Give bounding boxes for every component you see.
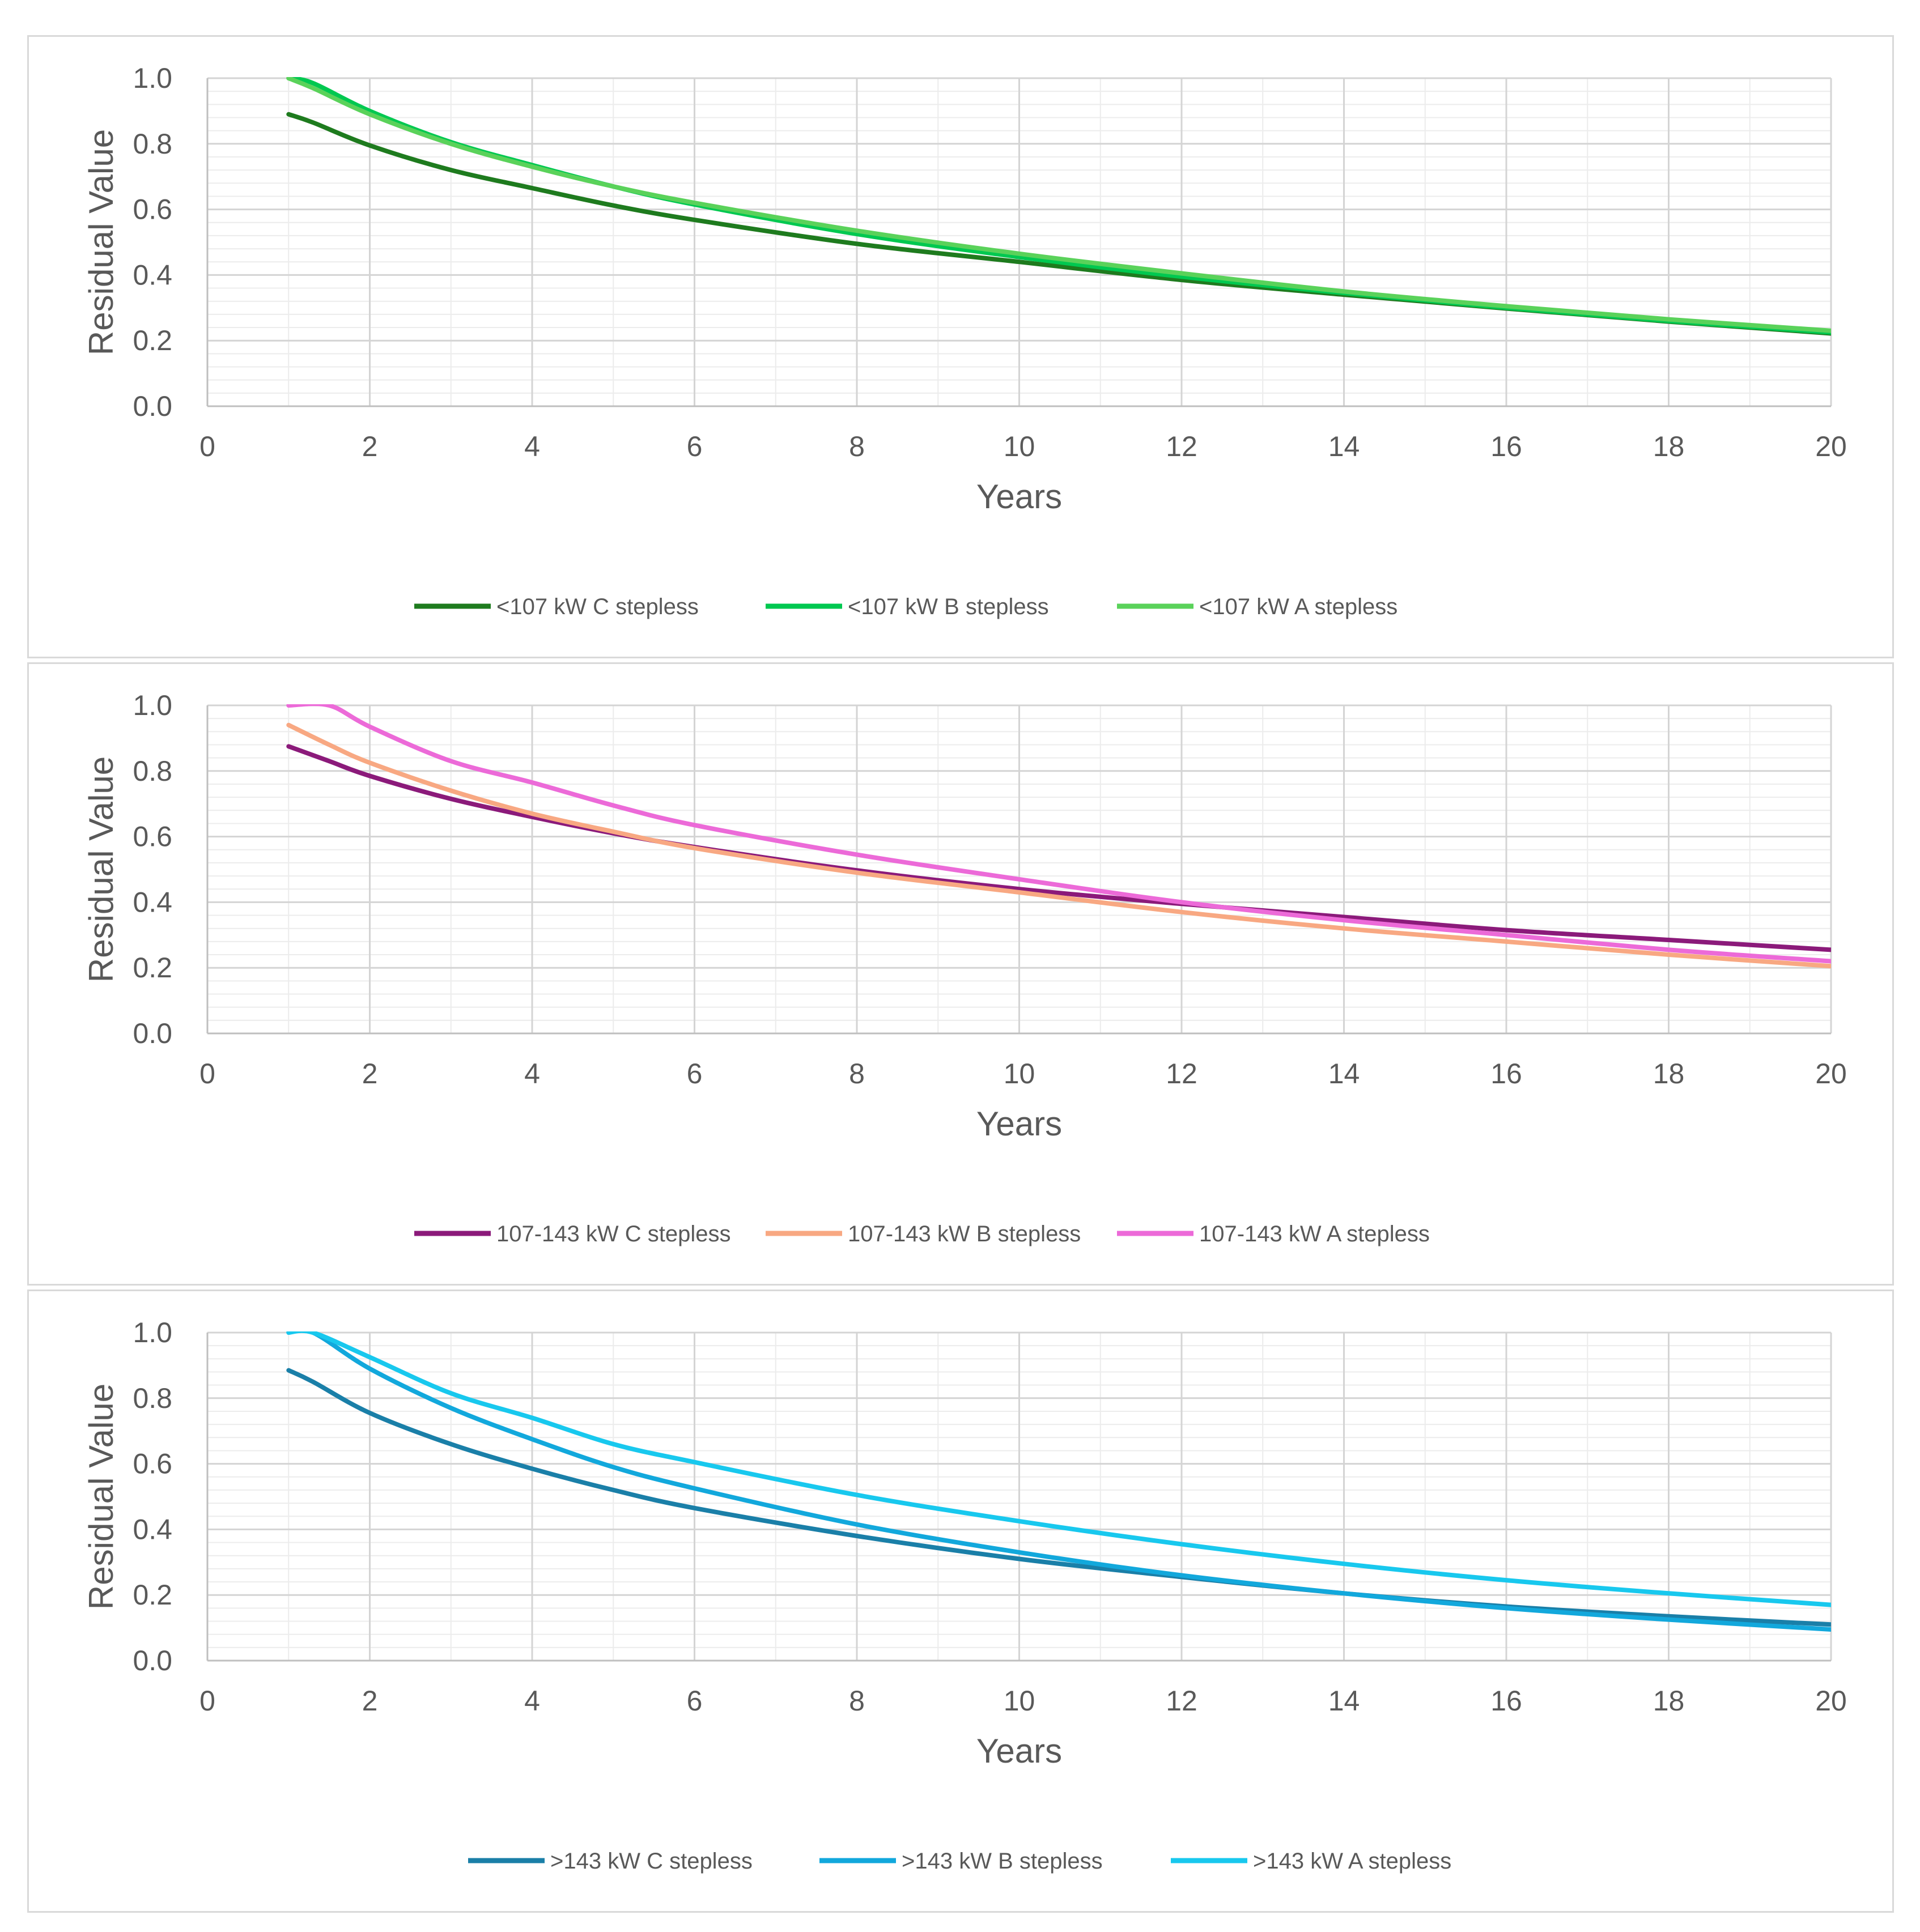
x-tick-label: 20 [1815,1058,1847,1090]
y-axis-title: Residual Value [82,129,120,355]
series-line-1 [286,744,1831,952]
y-tick-label: 0.0 [133,390,172,422]
x-tick-label: 20 [1815,431,1847,462]
y-tick-label: 0.8 [133,128,172,160]
legend-label-1: >143 kW C stepless [550,1849,753,1874]
x-tick-label: 8 [849,1685,865,1717]
x-tick-label: 10 [1004,1685,1035,1717]
x-tick-label: 6 [687,431,703,462]
x-tick-label: 12 [1166,1685,1197,1717]
series-line-3 [286,704,1831,964]
x-tick-label: 18 [1653,1685,1685,1717]
legend-label-1: 107-143 kW C stepless [496,1222,731,1246]
legend-label-3: 107-143 kW A stepless [1199,1222,1430,1246]
x-tick-label: 10 [1004,1058,1035,1090]
x-tick-label: 10 [1004,431,1035,462]
series-line-2 [286,77,1831,335]
legend-label-3: <107 kW A stepless [1199,594,1397,619]
x-tick-label: 0 [199,431,215,462]
y-axis-title: Residual Value [82,1384,120,1610]
x-tick-label: 2 [362,1058,378,1090]
x-tick-label: 8 [849,1058,865,1090]
x-tick-label: 16 [1490,431,1522,462]
x-tick-label: 2 [362,431,378,462]
y-tick-label: 0.2 [133,325,172,356]
y-tick-label: 0.2 [133,952,172,984]
y-tick-label: 1.0 [133,690,172,721]
x-tick-label: 14 [1328,1685,1360,1717]
line-chart-under-107kw: 0.0 0.2 0.4 0.6 0.8 1.0 0 2 4 6 8 10 12 14 16 18 20 Years… [82,62,1847,619]
x-tick-label: 16 [1490,1058,1522,1090]
y-tick-label: 0.4 [133,259,172,291]
chart-panel-107-143kw: 0.0 0.2 0.4 0.6 0.8 1.0 0 2 4 6 8 10 12 14 16 18 20 Years… [27,662,1894,1286]
x-tick-label: 6 [687,1058,703,1090]
legend-label-2: 107-143 kW B stepless [848,1222,1081,1246]
x-tick-label: 14 [1328,431,1360,462]
x-tick-label: 16 [1490,1685,1522,1717]
y-tick-label: 1.0 [133,1317,172,1348]
x-axis-title: Years [976,478,1062,516]
legend-label-2: >143 kW B stepless [902,1849,1103,1874]
x-tick-label: 12 [1166,1058,1197,1090]
x-tick-label: 2 [362,1685,378,1717]
x-tick-label: 14 [1328,1058,1360,1090]
x-tick-label: 0 [199,1058,215,1090]
x-tick-label: 4 [524,1058,540,1090]
x-tick-label: 4 [524,431,540,462]
legend-label-1: <107 kW C stepless [496,594,699,619]
x-tick-label: 4 [524,1685,540,1717]
y-tick-label: 0.8 [133,1382,172,1414]
y-tick-label: 0.0 [133,1645,172,1676]
x-tick-label: 12 [1166,431,1197,462]
x-axis-title: Years [976,1732,1062,1770]
x-tick-label: 8 [849,431,865,462]
series-line-3 [286,1331,1831,1607]
y-axis-title: Residual Value [82,756,120,982]
series-line-2 [286,722,1831,969]
y-tick-label: 0.0 [133,1018,172,1049]
x-axis-title: Years [976,1105,1062,1143]
line-chart-over-143kw: 0.0 0.2 0.4 0.6 0.8 1.0 0 2 4 6 8 10 12 14 16 18 20 Years… [82,1317,1847,1874]
series-line-1 [286,112,1831,336]
x-tick-label: 6 [687,1685,703,1717]
y-tick-label: 0.6 [133,194,172,225]
x-tick-label: 20 [1815,1685,1847,1717]
series-line-2 [286,1331,1831,1632]
legend-label-3: >143 kW A stepless [1253,1849,1451,1874]
line-chart-107-143kw: 0.0 0.2 0.4 0.6 0.8 1.0 0 2 4 6 8 10 12 14 16 18 20 Years… [82,690,1847,1246]
y-tick-label: 0.6 [133,821,172,853]
y-tick-label: 0.4 [133,886,172,918]
y-tick-label: 0.2 [133,1579,172,1611]
legend-label-2: <107 kW B stepless [848,594,1049,619]
chart-panel-over-143kw: 0.0 0.2 0.4 0.6 0.8 1.0 0 2 4 6 8 10 12 14 16 18 20 Years… [27,1290,1894,1913]
series-line-3 [286,77,1831,333]
x-tick-label: 0 [199,1685,215,1717]
y-tick-label: 0.6 [133,1448,172,1480]
y-tick-label: 0.4 [133,1513,172,1545]
chart-panel-under-107kw: 0.0 0.2 0.4 0.6 0.8 1.0 0 2 4 6 8 10 12 14 16 18 20 Years… [27,35,1894,658]
x-tick-label: 18 [1653,1058,1685,1090]
y-tick-label: 0.8 [133,755,172,787]
y-tick-label: 1.0 [133,62,172,94]
x-tick-label: 18 [1653,431,1685,462]
